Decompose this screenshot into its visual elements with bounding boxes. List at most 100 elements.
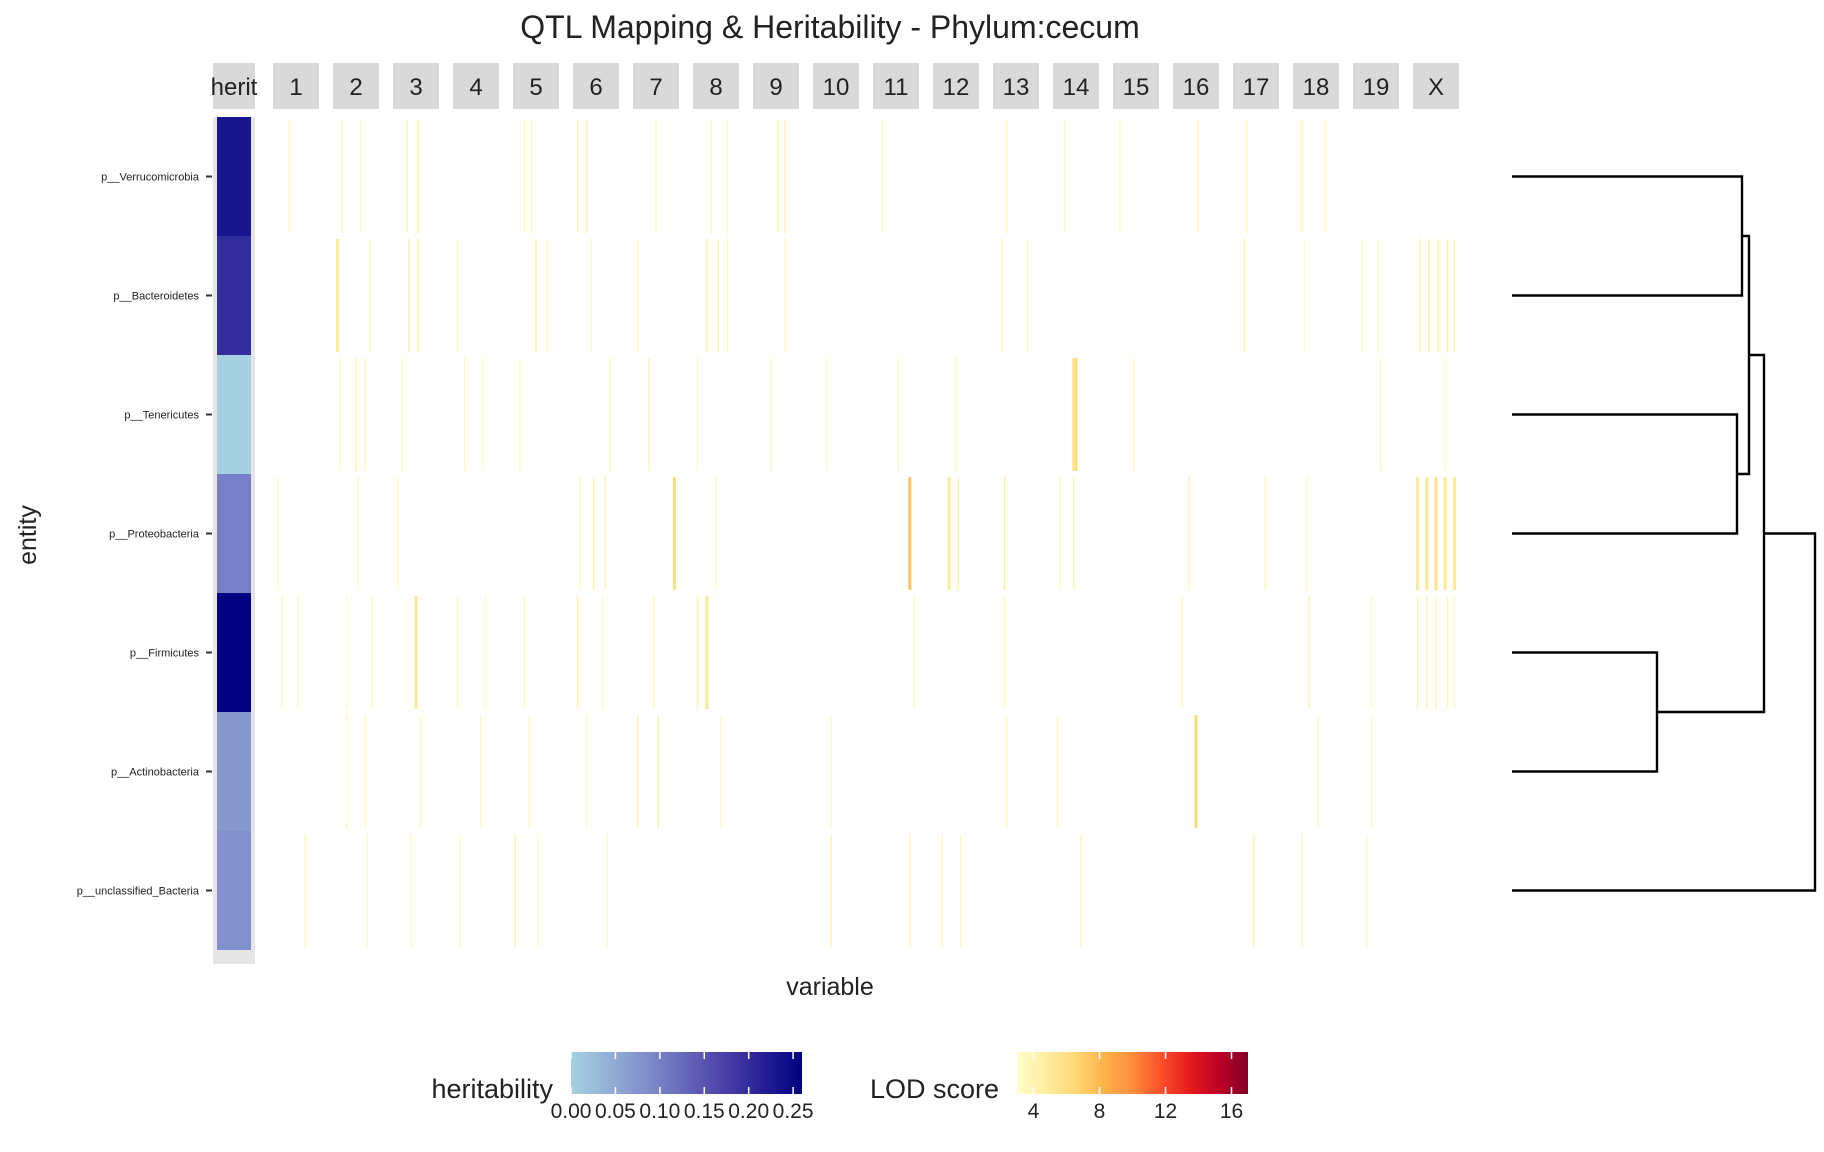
lod-hit — [336, 239, 340, 352]
lod-hit — [705, 596, 709, 709]
strip-label-18: 18 — [1303, 74, 1330, 101]
lod-hit — [514, 834, 516, 947]
strip-2 — [333, 63, 379, 109]
lod-hit — [408, 239, 410, 352]
lod-hit — [777, 120, 779, 233]
lod-hit — [369, 239, 371, 352]
strip-label-3: 3 — [409, 74, 422, 101]
y-tick-label: p__Tenericutes — [124, 410, 199, 422]
lod-hit — [406, 120, 408, 233]
lod-tick-label: 4 — [1028, 1100, 1040, 1123]
lod-hit — [1246, 120, 1248, 233]
lod-hit — [941, 834, 943, 947]
lod-hit — [913, 596, 916, 709]
lod-hit — [576, 120, 579, 233]
dendrogram-branch — [1512, 175, 1744, 297]
lod-hit — [1370, 596, 1373, 709]
heritability-legend-title: heritability — [431, 1074, 553, 1104]
strip-17 — [1233, 63, 1279, 109]
lod-hit — [655, 120, 657, 233]
lod-hit — [1377, 239, 1379, 352]
strip-1 — [273, 63, 319, 109]
y-tick-label: p__unclassified_Bacteria — [77, 886, 200, 898]
panel-4: 4 — [453, 63, 499, 109]
strip-label-6: 6 — [589, 74, 602, 101]
y-tick-label: p__Proteobacteria — [109, 529, 200, 541]
lod-hit — [519, 358, 521, 471]
lod-hit — [1453, 596, 1456, 709]
strip-label-4: 4 — [469, 74, 482, 101]
panel-15: 15 — [1113, 63, 1159, 109]
lod-hit — [726, 120, 729, 233]
strip-7 — [633, 63, 679, 109]
heritability-tick-label: 0.25 — [773, 1100, 814, 1123]
strip-label-10: 10 — [823, 74, 850, 101]
lod-hit — [1434, 477, 1438, 590]
lod-hit — [959, 834, 962, 947]
lod-hit — [1181, 596, 1183, 709]
lod-hit — [410, 834, 413, 947]
strip-10 — [813, 63, 859, 109]
lod-legend: LOD score 4 8 12 16 — [870, 1052, 1248, 1123]
lod-hit — [606, 834, 609, 947]
lod-hit — [1072, 358, 1076, 471]
lod-hit — [297, 596, 299, 709]
lod-hit — [537, 834, 539, 947]
panel-3: 3 — [393, 63, 439, 109]
lod-hit — [1063, 120, 1066, 233]
lod-hit — [957, 477, 959, 590]
herit-cell-p__Actinobacteria — [217, 712, 251, 831]
lod-hit — [479, 715, 482, 828]
strip-8 — [693, 63, 739, 109]
y-axis: p__Verrucomicrobia p__Bacteroidetes p__Ten… — [77, 172, 212, 898]
lod-hit — [657, 715, 659, 828]
lod-hit — [288, 120, 290, 233]
dendrogram-branch — [1512, 532, 1817, 892]
lod-hit — [1425, 477, 1429, 590]
dendrogram — [1512, 175, 1817, 892]
dendrogram-branch — [1512, 651, 1659, 773]
lod-hit — [706, 239, 708, 352]
panel-19: 19 — [1353, 63, 1399, 109]
strip-label-11: 11 — [884, 74, 909, 101]
panel-X: X — [1413, 63, 1459, 109]
lod-hit — [359, 120, 362, 233]
panel-5: 5 — [513, 63, 559, 109]
lod-hits — [276, 120, 1456, 947]
lod-hit — [1366, 834, 1368, 947]
lod-hit — [717, 239, 719, 352]
lod-hit — [396, 477, 399, 590]
lod-hit — [609, 358, 611, 471]
lod-hit — [1419, 239, 1421, 352]
panel-7: 7 — [633, 63, 679, 109]
heritability-tick-label: 0.05 — [595, 1100, 636, 1123]
lod-hit — [1026, 239, 1029, 352]
lod-hit — [364, 358, 366, 471]
y-tick-label: p__Bacteroidetes — [113, 291, 199, 303]
lod-hit — [1324, 120, 1326, 233]
strip-13 — [993, 63, 1039, 109]
x-axis-title: variable — [786, 973, 874, 1001]
lod-legend-title: LOD score — [870, 1074, 999, 1104]
y-tick-label: p__Firmicutes — [130, 648, 200, 660]
lod-hit — [1059, 477, 1061, 590]
panel-12: 12 — [933, 63, 979, 109]
strip-5 — [513, 63, 559, 109]
lod-hit — [653, 596, 655, 709]
lod-hit — [1074, 358, 1078, 471]
lod-hit — [1073, 477, 1075, 590]
heritability-tick-label: 0.15 — [684, 1100, 725, 1123]
heritability-tick-label: 0.10 — [639, 1100, 680, 1123]
lod-hit — [523, 120, 526, 233]
lod-hit — [1119, 120, 1121, 233]
strip-label-1: 1 — [289, 74, 302, 101]
panel-13: 13 — [993, 63, 1039, 109]
strip-3 — [393, 63, 439, 109]
lod-hit — [1443, 477, 1447, 590]
lod-hit — [636, 239, 639, 352]
lod-hit — [1416, 596, 1419, 709]
lod-hit — [1426, 596, 1428, 709]
lod-hit — [710, 120, 713, 233]
y-tick-label: p__Verrucomicrobia — [101, 172, 200, 184]
